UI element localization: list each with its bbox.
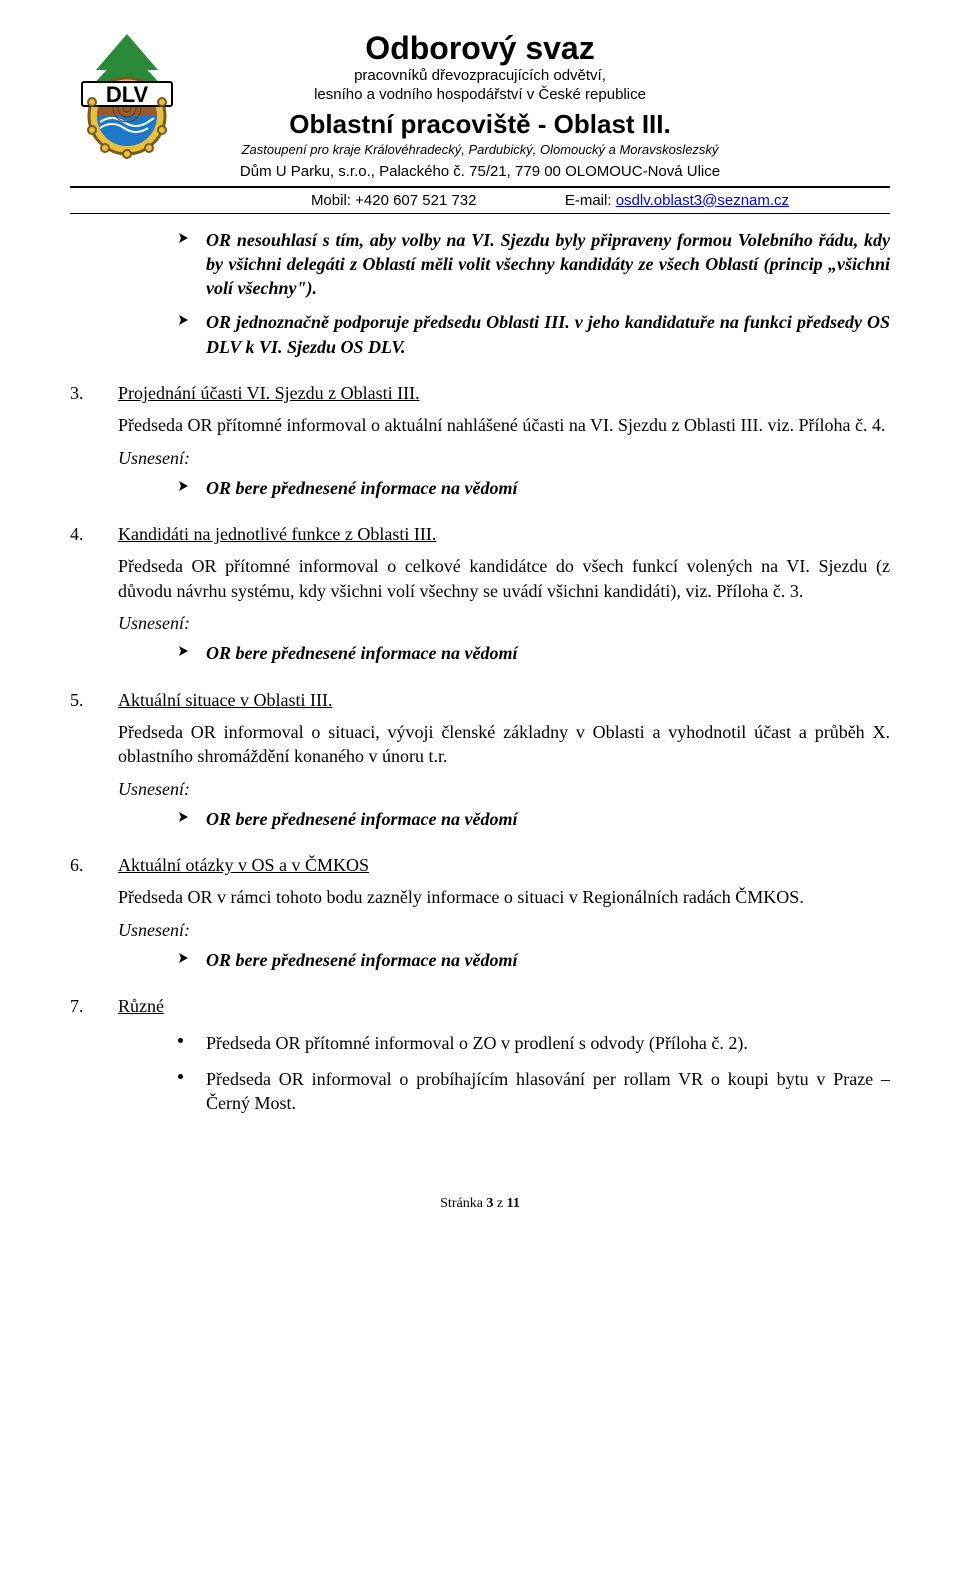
section-paragraph: Předseda OR přítomné informoval o celkov… <box>118 554 890 603</box>
bullet-item: Předseda OR informoval o probíhajícím hl… <box>178 1067 890 1116</box>
section-title: Projednání účasti VI. Sjezdu z Oblasti I… <box>118 381 890 405</box>
arrow-icon <box>178 952 190 964</box>
resolution-item: OR bere přednesené informace na vědomí <box>178 948 890 972</box>
section-5: 5. Aktuální situace v Oblasti III. Předs… <box>70 688 890 831</box>
svg-text:DLV: DLV <box>106 82 149 107</box>
section-number: 6. <box>70 853 118 877</box>
top-bullet-item: OR jednoznačně podporuje předsedu Oblast… <box>178 310 890 359</box>
contact-row: Mobil: +420 607 521 732 E-mail: osdlv.ob… <box>70 190 890 211</box>
section-paragraph: Předseda OR v rámci tohoto bodu zazněly … <box>118 885 890 909</box>
bullet-text: Předseda OR přítomné informoval o ZO v p… <box>206 1033 748 1053</box>
divider-thick <box>70 186 890 188</box>
section-4: 4. Kandidáti na jednotlivé funkce z Obla… <box>70 522 890 665</box>
arrow-icon <box>178 232 190 244</box>
resolution-item: OR bere přednesené informace na vědomí <box>178 807 890 831</box>
arrow-icon <box>178 314 190 326</box>
section-paragraph: Předseda OR přítomné informoval o aktuál… <box>118 413 890 437</box>
usneseni-label: Usnesení: <box>118 918 890 942</box>
mobile-value: +420 607 521 732 <box>355 192 476 209</box>
arrow-icon <box>178 811 190 823</box>
org-sub-line2: lesního a vodního hospodářství v České r… <box>70 86 890 105</box>
bullet-icon <box>178 1038 183 1043</box>
bullet-item: Předseda OR přítomné informoval o ZO v p… <box>178 1031 890 1055</box>
resolution-text: OR bere přednesené informace na vědomí <box>206 950 517 970</box>
section-title: Aktuální otázky v OS a v ČMKOS <box>118 853 890 877</box>
resolution-text: OR bere přednesené informace na vědomí <box>206 478 517 498</box>
section-number: 7. <box>70 994 118 1018</box>
mobile-label: Mobil: <box>311 192 355 209</box>
section-number: 5. <box>70 688 118 712</box>
arrow-icon <box>178 480 190 492</box>
section-title: Různé <box>118 994 890 1018</box>
section-7: 7. Různé Předseda OR přítomné informoval… <box>70 994 890 1115</box>
usneseni-label: Usnesení: <box>118 446 890 470</box>
arrow-icon <box>178 645 190 657</box>
section-3: 3. Projednání účasti VI. Sjezdu z Oblast… <box>70 381 890 500</box>
org-title: Odborový svaz <box>70 30 890 67</box>
top-bullet-text: OR jednoznačně podporuje předsedu Oblast… <box>206 312 890 356</box>
org-sub-line1: pracovníků dřevozpracujících odvětví, <box>70 67 890 86</box>
page-footer: Stránka 3 z 11 <box>70 1196 890 1212</box>
divider-thin <box>70 213 890 214</box>
section-title: Kandidáti na jednotlivé funkce z Oblasti… <box>118 522 890 546</box>
section-6: 6. Aktuální otázky v OS a v ČMKOS Předse… <box>70 853 890 972</box>
top-bullet-item: OR nesouhlasí s tím, aby volby na VI. Sj… <box>178 228 890 301</box>
resolution-text: OR bere přednesené informace na vědomí <box>206 809 517 829</box>
document-body: OR nesouhlasí s tím, aby volby na VI. Sj… <box>70 228 890 1116</box>
section-paragraph: Předseda OR informoval o situaci, vývoji… <box>118 720 890 769</box>
resolution-item: OR bere přednesené informace na vědomí <box>178 476 890 500</box>
bullet-text: Předseda OR informoval o probíhajícím hl… <box>206 1069 890 1113</box>
resolution-text: OR bere přednesené informace na vědomí <box>206 643 517 663</box>
dlv-logo: DLV <box>70 30 185 165</box>
section-title: Aktuální situace v Oblasti III. <box>118 688 890 712</box>
section-number: 4. <box>70 522 118 546</box>
page-total: 11 <box>507 1196 520 1211</box>
bullet-icon <box>178 1074 183 1079</box>
page-label-pre: Stránka <box>440 1196 486 1211</box>
office-regions: Zastoupení pro kraje Královéhradecký, Pa… <box>70 142 890 157</box>
page-label-mid: z <box>493 1196 506 1211</box>
usneseni-label: Usnesení: <box>118 611 890 635</box>
document-header: DLV Odborový svaz pracovníků dřevozpracu… <box>70 30 890 180</box>
email-link[interactable]: osdlv.oblast3@seznam.cz <box>616 192 789 209</box>
resolution-item: OR bere přednesené informace na vědomí <box>178 641 890 665</box>
usneseni-label: Usnesení: <box>118 777 890 801</box>
top-bullet-text: OR nesouhlasí s tím, aby volby na VI. Sj… <box>206 230 890 299</box>
email-label: E-mail: <box>565 192 616 209</box>
section-number: 3. <box>70 381 118 405</box>
office-address: Dům U Parku, s.r.o., Palackého č. 75/21,… <box>70 163 890 180</box>
office-title: Oblastní pracoviště - Oblast III. <box>70 109 890 140</box>
